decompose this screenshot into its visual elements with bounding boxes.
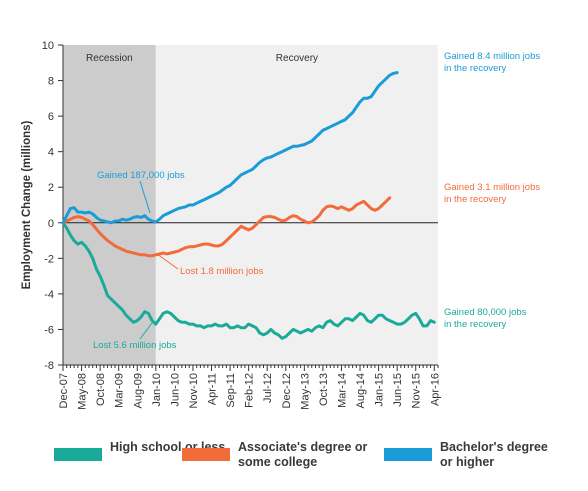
- legend: High school or less Associate's degree o…: [0, 440, 588, 480]
- x-tick-label: Jun-15: [392, 373, 404, 407]
- y-tick-label: -2: [44, 253, 54, 265]
- annotations: Gained 187,000 jobs Lost 1.8 million jobs…: [93, 170, 264, 351]
- x-tick-label: Oct-13: [318, 373, 330, 406]
- legend-item-associate: Associate's degree or some college: [182, 440, 388, 470]
- x-tick-label: Jan-10: [151, 373, 163, 407]
- annotation-text: Lost 5.6 million jobs: [93, 340, 177, 351]
- series-line-high-school: [61, 221, 436, 340]
- annotation-leader: [139, 180, 151, 214]
- x-tick-label: Dec-07: [58, 373, 70, 408]
- y-tick-label: -4: [44, 289, 54, 301]
- y-tick-label: 2: [48, 182, 54, 194]
- x-tick-label: Jul-12: [262, 373, 274, 403]
- x-tick-label: Apr-11: [207, 373, 219, 405]
- end-label-line: Gained 80,000 jobs: [444, 307, 527, 318]
- x-tick-label: May-13: [299, 373, 311, 410]
- legend-label-associate: Associate's degree or some college: [238, 440, 368, 469]
- series-line-associate: [61, 196, 392, 258]
- legend-swatch-high-school: [54, 448, 102, 461]
- x-tick-label: Sep-11: [225, 373, 237, 408]
- annotation-leader: [139, 322, 153, 340]
- x-tick-label: Oct-08: [95, 373, 107, 406]
- legend-label-bachelor: Bachelor's degree or higher: [440, 440, 548, 469]
- y-tick-label: -8: [44, 360, 54, 372]
- y-tick-label: 4: [48, 147, 54, 159]
- legend-swatch-associate: [182, 448, 230, 461]
- annotation-text: Gained 187,000 jobs: [97, 170, 185, 181]
- recovery-label: Recovery: [276, 53, 318, 64]
- y-tick-label: -6: [44, 324, 54, 336]
- legend-swatch-bachelor: [384, 448, 432, 461]
- x-tick-label: Jun-10: [169, 373, 181, 407]
- x-tick-label: Nov-15: [411, 373, 423, 408]
- series-lines: [61, 71, 436, 340]
- x-tick-label: Mar-09: [114, 373, 126, 408]
- y-tick-label: 10: [42, 40, 54, 52]
- end-label-line: in the recovery: [444, 194, 507, 205]
- x-tick-label: Feb-12: [244, 373, 256, 408]
- x-tick-label: Apr-16: [429, 373, 441, 406]
- end-label-line: Gained 8.4 million jobs: [444, 51, 540, 62]
- x-tick-label: Aug-14: [355, 373, 367, 408]
- annotation-leader: [156, 253, 179, 270]
- end-label-line: Gained 3.1 million jobs: [444, 182, 540, 193]
- x-tick-label: Aug-09: [132, 373, 144, 408]
- recession-label: Recession: [86, 53, 133, 64]
- x-axis: Dec-07 May-08 Oct-08 Mar-09 Aug-09 Jan-10 Jun-…: [58, 364, 441, 410]
- x-tick-label: Dec-12: [281, 373, 293, 408]
- annotation-text: Lost 1.8 million jobs: [180, 266, 264, 277]
- x-tick-label: May-08: [77, 373, 89, 410]
- y-axis: -8 -6 -4 -2 0 2 4 6 8 10: [42, 40, 64, 372]
- y-tick-label: 0: [48, 218, 54, 230]
- y-tick-label: 6: [48, 111, 54, 123]
- recession-shade: [63, 45, 156, 365]
- series-line-bachelor: [61, 71, 399, 225]
- recovery-shade: [155, 45, 438, 365]
- end-label-line: in the recovery: [444, 319, 507, 330]
- y-tick-label: 8: [48, 76, 54, 88]
- legend-item-bachelor: Bachelor's degree or higher: [384, 440, 550, 470]
- y-axis-label: Employment Change (millions): [21, 120, 33, 289]
- x-tick-label: Mar-14: [336, 373, 348, 408]
- x-tick-label: Jan-15: [374, 373, 386, 407]
- x-tick-label: Nov-10: [188, 373, 200, 408]
- end-label-line: in the recovery: [444, 63, 507, 74]
